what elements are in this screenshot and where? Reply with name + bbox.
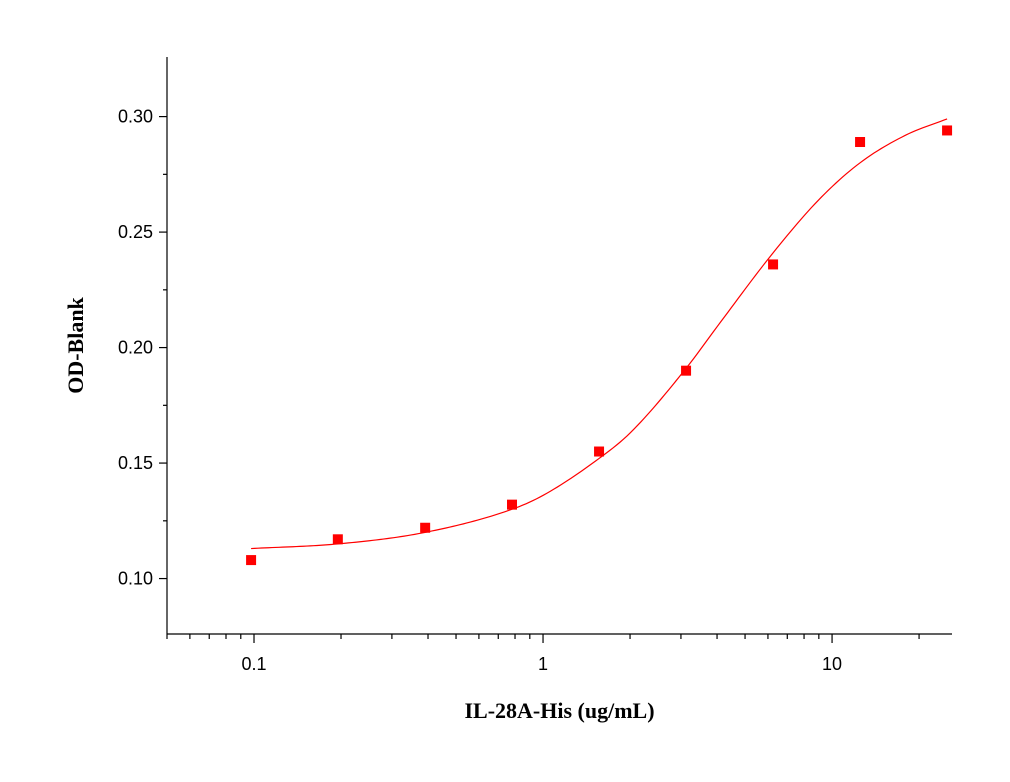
data-point [246, 555, 257, 566]
data-point [594, 446, 605, 457]
y-tick-label: 0.10 [118, 569, 153, 589]
data-point [420, 522, 431, 533]
data-point [507, 499, 518, 510]
data-point [332, 534, 343, 545]
fit-curve [251, 118, 948, 550]
x-tick-label: 1 [538, 654, 548, 674]
data-point [855, 137, 866, 148]
y-axis-title: OD-Blank [63, 296, 88, 393]
y-tick-label: 0.30 [118, 107, 153, 127]
y-tick-label: 0.15 [118, 453, 153, 473]
data-point [681, 365, 692, 376]
fit-curve-layer [251, 118, 948, 550]
data-point [942, 125, 953, 136]
y-tick-label: 0.20 [118, 338, 153, 358]
x-axis-title: IL-28A-His (ug/mL) [464, 698, 654, 723]
axes [166, 57, 952, 635]
x-tick-label: 0.1 [241, 654, 266, 674]
data-point [768, 259, 779, 270]
x-tick-label: 10 [822, 654, 842, 674]
ticks: 0.10 0.15 0.20 0.25 0.30 0.1 1 10 [118, 107, 920, 674]
y-tick-label: 0.25 [118, 222, 153, 242]
data-points [246, 125, 953, 566]
